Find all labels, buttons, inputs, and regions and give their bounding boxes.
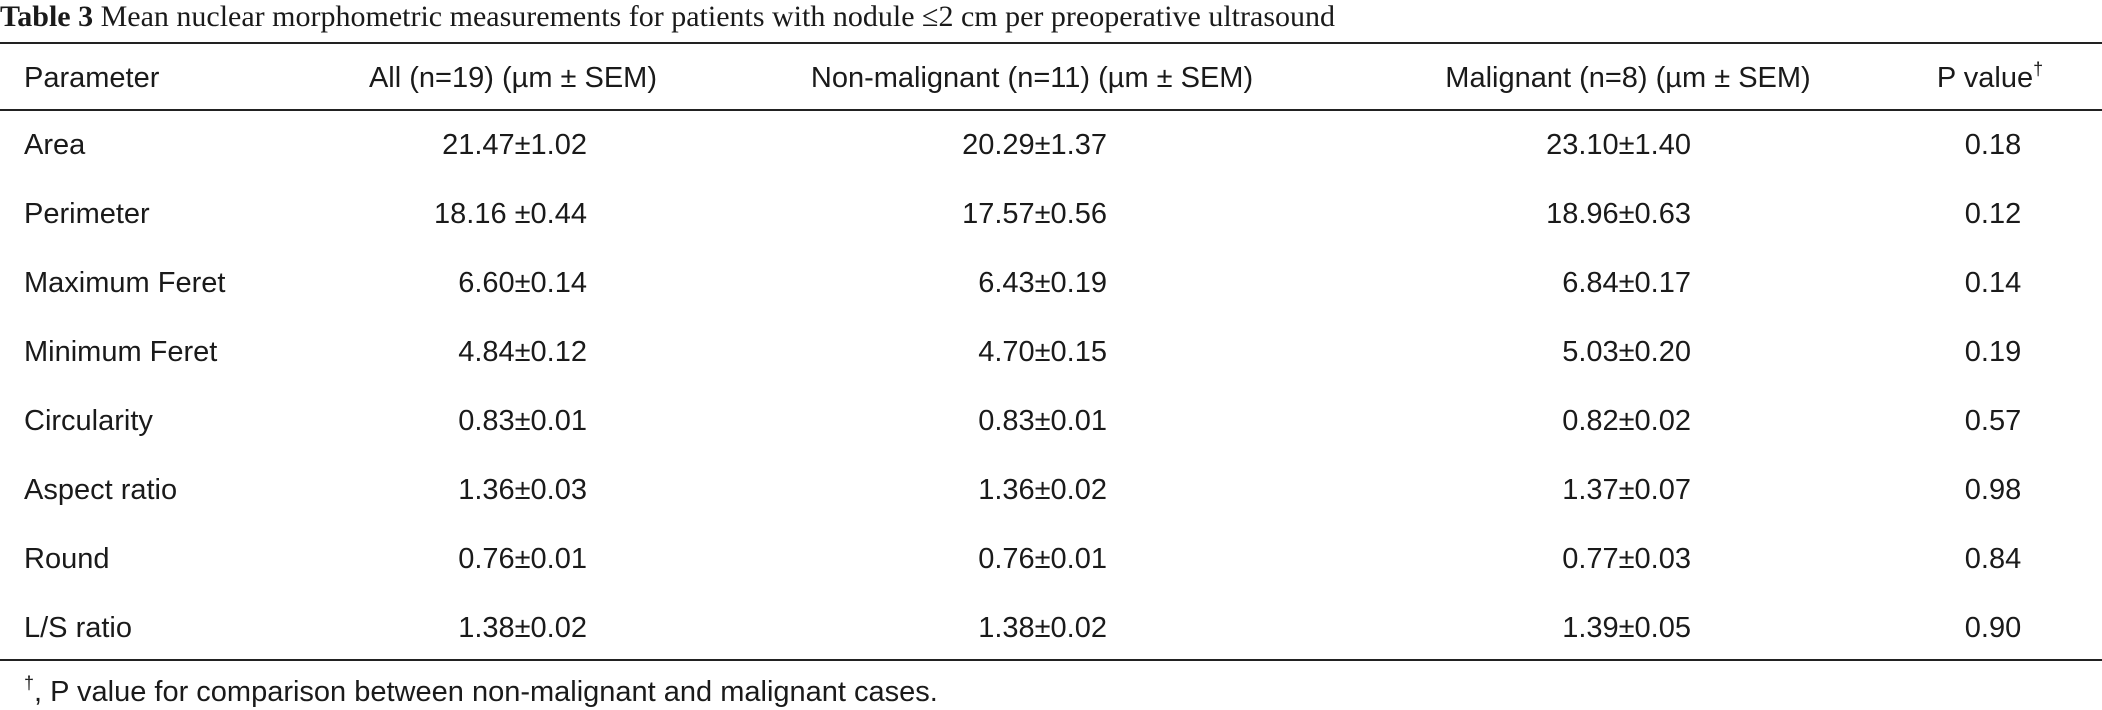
table-cell: 0.14: [1964, 267, 2022, 299]
footnote: †, P value for comparison between non-ma…: [24, 672, 938, 710]
footnote-text: , P value for comparison between non-mal…: [34, 676, 938, 708]
table-cell: 1.38±0.02: [978, 612, 1107, 644]
table-cell: 0.18: [1964, 129, 2022, 161]
table-cell: 0.76±0.01: [978, 543, 1107, 575]
header-cell: P value†: [1730, 58, 2102, 98]
table-cell: 4.84±0.12: [458, 336, 587, 368]
caption-label: Table 3: [0, 0, 94, 33]
table-cell: 0.82±0.02: [1562, 405, 1691, 437]
bottom-rule: [0, 659, 2102, 661]
row-label: Aspect ratio: [24, 474, 178, 506]
header-cell: Malignant (n=8) (µm ± SEM): [1368, 58, 1888, 98]
table-cell: 1.37±0.07: [1562, 474, 1691, 506]
table-cell: 0.57: [1964, 405, 2022, 437]
table-cell: 0.12: [1964, 198, 2022, 230]
table-cell: 1.36±0.02: [978, 474, 1107, 506]
row-label: L/S ratio: [24, 612, 132, 644]
row-label: Circularity: [24, 405, 153, 437]
top-rule: [0, 42, 2102, 44]
table-cell: 6.43±0.19: [978, 267, 1107, 299]
row-label: Maximum Feret: [24, 267, 226, 299]
table-cell: 5.03±0.20: [1562, 336, 1691, 368]
table-cell: 6.60±0.14: [458, 267, 587, 299]
table-cell: 1.39±0.05: [1562, 612, 1691, 644]
row-label: Minimum Feret: [24, 336, 218, 368]
header-text: Parameter: [24, 62, 160, 94]
header-cell: Non-malignant (n=11) (µm ± SEM): [772, 58, 1292, 98]
caption-text: Mean nuclear morphometric measurements f…: [100, 0, 1335, 33]
header-text: All (n=19) (µm ± SEM): [368, 62, 658, 94]
table-cell: 4.70±0.15: [978, 336, 1107, 368]
header-rule: [0, 109, 2102, 111]
table-cell: 17.57±0.56: [962, 198, 1107, 230]
header-cell: All (n=19) (µm ± SEM): [253, 58, 773, 98]
table-cell: 1.38±0.02: [458, 612, 587, 644]
row-label: Perimeter: [24, 198, 150, 230]
table-cell: 23.10±1.40: [1546, 129, 1691, 161]
table-cell: 0.83±0.01: [978, 405, 1107, 437]
table-cell: 1.36±0.03: [458, 474, 587, 506]
table-cell: 6.84±0.17: [1562, 267, 1691, 299]
footnote-mark: †: [24, 673, 35, 693]
table-cell: 18.16 ±0.44: [434, 198, 587, 230]
table-cell: 20.29±1.37: [962, 129, 1107, 161]
table-cell: 18.96±0.63: [1546, 198, 1691, 230]
table-cell: 0.19: [1964, 336, 2022, 368]
header-text: Malignant (n=8) (µm ± SEM): [1445, 62, 1811, 94]
header-cell: Parameter: [24, 58, 544, 98]
header-mark: †: [2033, 59, 2044, 79]
header-text: Non-malignant (n=11) (µm ± SEM): [810, 62, 1254, 94]
table-cell: 0.90: [1964, 612, 2022, 644]
table-cell: 0.77±0.03: [1562, 543, 1691, 575]
row-label: Area: [24, 129, 86, 161]
table-cell: 21.47±1.02: [442, 129, 587, 161]
table-cell: 0.98: [1964, 474, 2022, 506]
table-cell: 0.76±0.01: [458, 543, 587, 575]
row-label: Round: [24, 543, 110, 575]
table-cell: 0.84: [1964, 543, 2022, 575]
header-text: P value: [1936, 62, 2034, 94]
table-cell: 0.83±0.01: [458, 405, 587, 437]
table-caption: Table 3 Mean nuclear morphometric measur…: [0, 0, 1335, 34]
